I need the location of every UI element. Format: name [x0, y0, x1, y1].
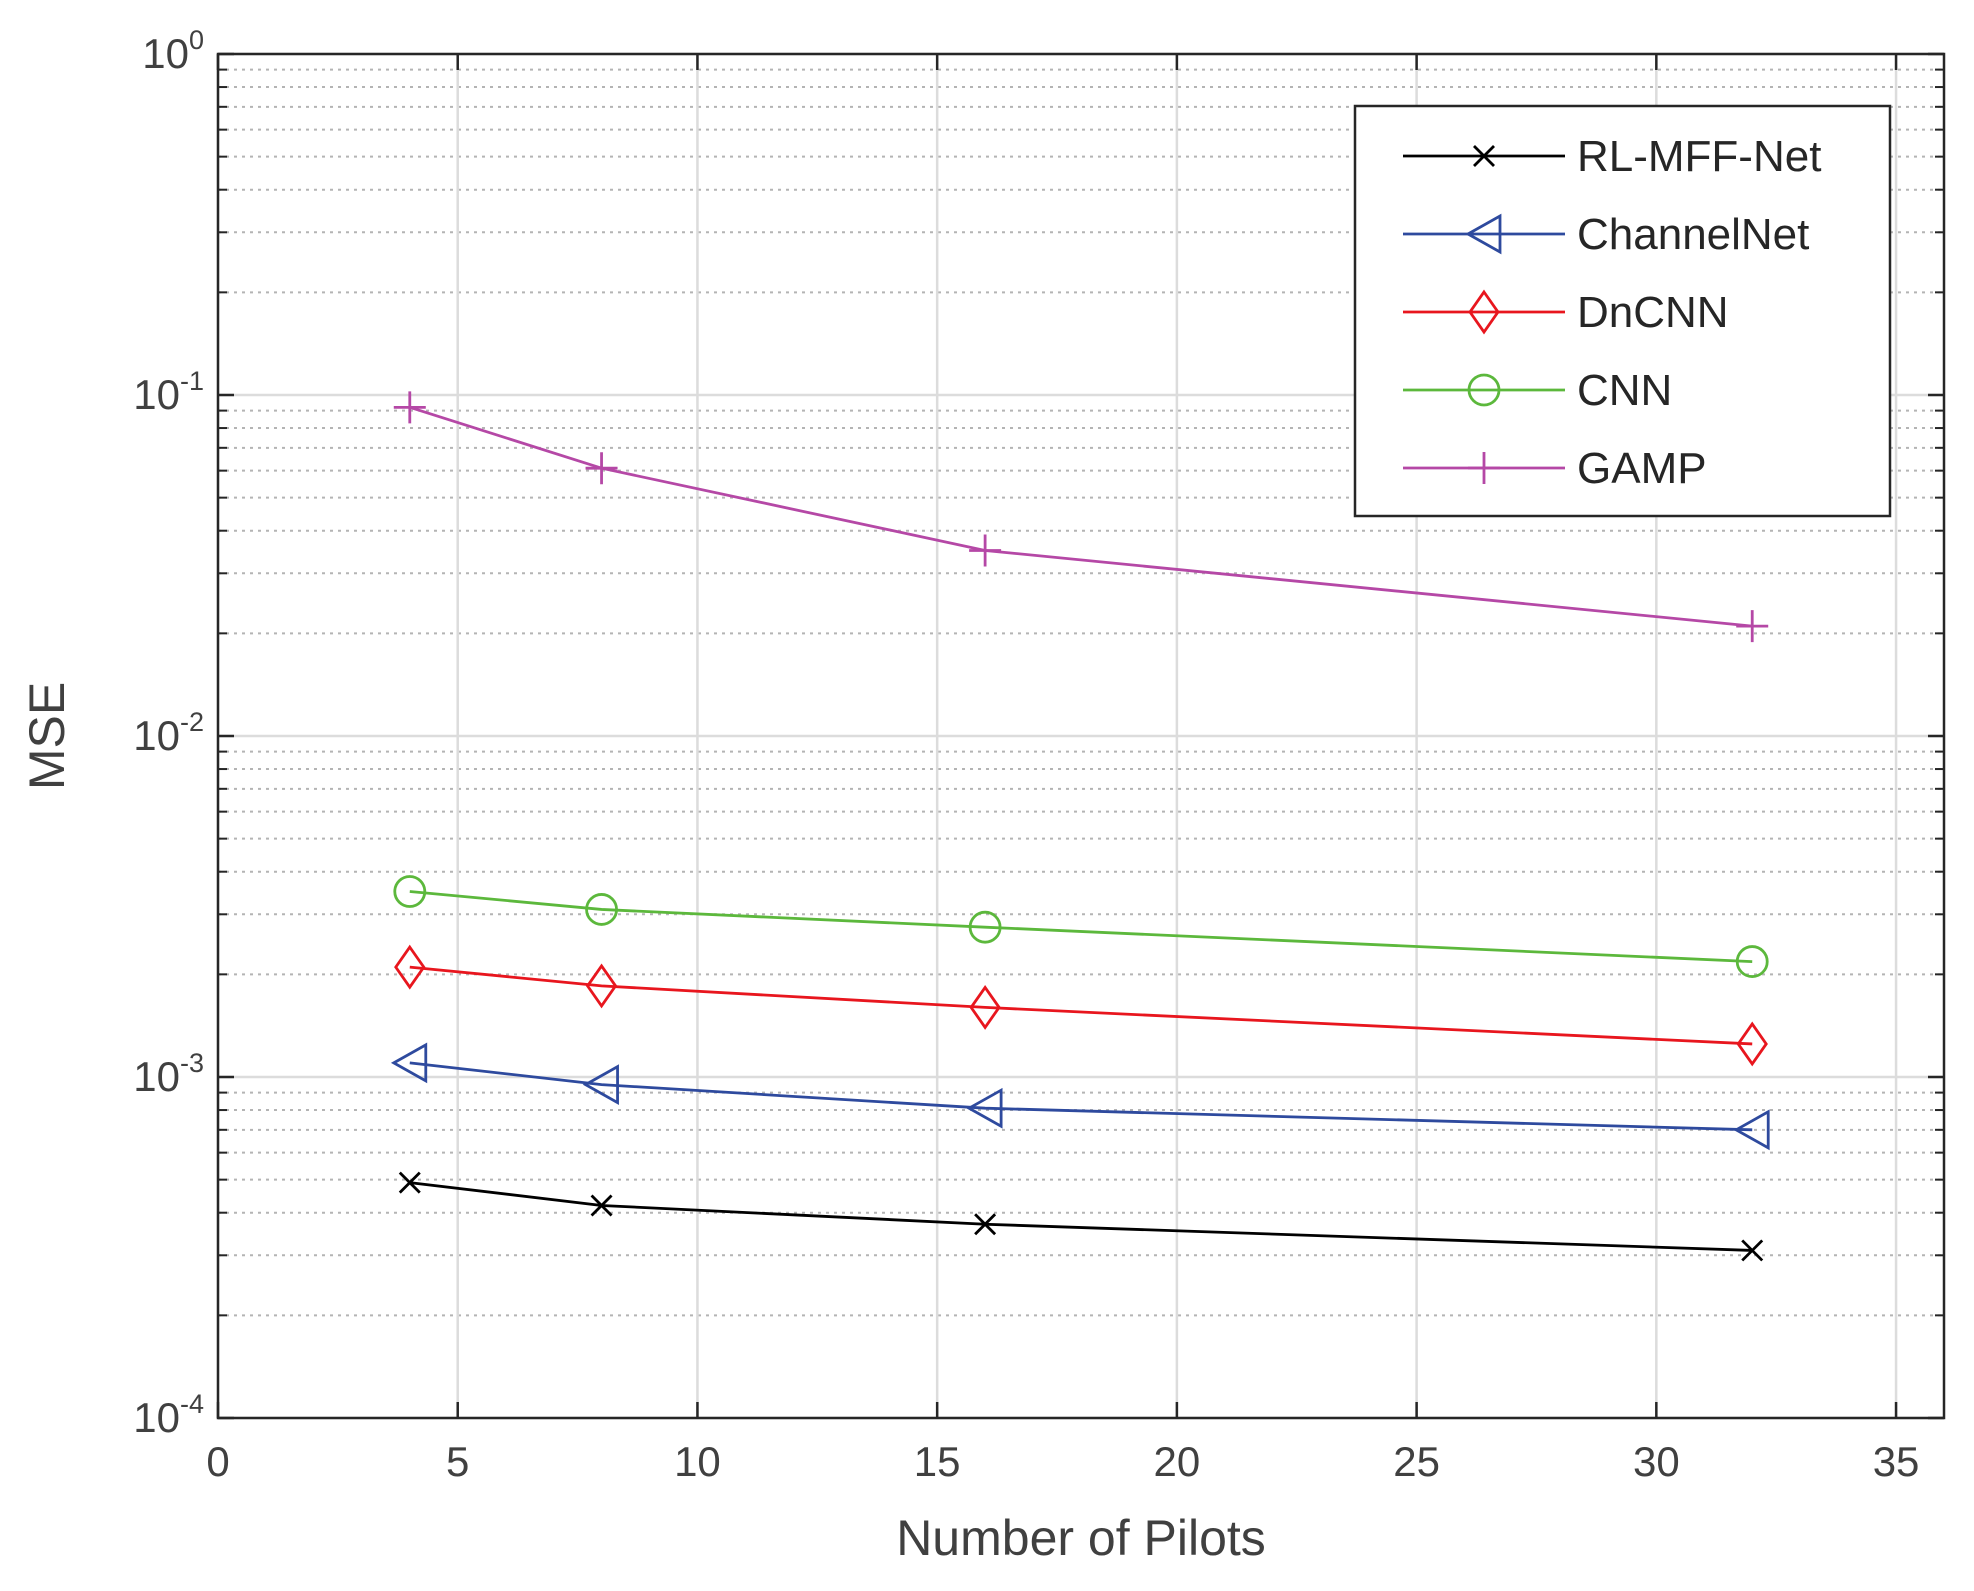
- y-tick-label: 10-2: [133, 707, 204, 759]
- legend-label: ChannelNet: [1577, 210, 1809, 259]
- data-point-gamp: [1736, 610, 1769, 643]
- y-tick-label: 10-3: [133, 1048, 204, 1100]
- x-tick-label: 0: [206, 1438, 229, 1485]
- data-point-dncnn: [585, 963, 618, 1009]
- x-axis-label: Number of Pilots: [896, 1510, 1266, 1566]
- x-tick-label: 30: [1633, 1438, 1680, 1485]
- legend: RL-MFF-Net ChannelNet DnCNN CNN GAMP: [1353, 104, 1892, 518]
- data-point-channelnet: [1733, 1109, 1770, 1151]
- data-point-rl-mff-net: [974, 1213, 997, 1236]
- axes: [216, 52, 1946, 1420]
- y-tick-label: 10-4: [133, 1389, 204, 1441]
- data-point-channelnet: [390, 1042, 428, 1084]
- data-point-rl-mff-net: [1741, 1239, 1764, 1262]
- legend-marker: [1468, 289, 1500, 335]
- data-point-cnn: [968, 910, 1002, 944]
- y-tick-label: 100: [142, 25, 204, 77]
- x-tick-label: 10: [674, 1438, 721, 1485]
- legend-label: RL-MFF-Net: [1577, 132, 1821, 181]
- data-point-cnn: [393, 875, 427, 908]
- legend-item-cnn: CNN: [1403, 366, 1672, 415]
- series-dncnn: [394, 944, 1768, 1067]
- series-cnn: [393, 875, 1769, 978]
- data-point-dncnn: [1736, 1021, 1768, 1067]
- data-point-channelnet: [966, 1087, 1003, 1129]
- series-line-channelnet: [409, 1061, 1753, 1132]
- legend-marker: [1467, 373, 1501, 407]
- axis-tick-labels: 0 5 10 15 20 25 30 35 10-4 10-3 10-2 10-1 100: [133, 25, 1919, 1485]
- series-line-rl-mff-net: [409, 1181, 1753, 1252]
- series-line-dncnn: [409, 965, 1753, 1046]
- legend-item-dncnn: DnCNN: [1403, 288, 1729, 337]
- series-rl-mff-net: [398, 1171, 1764, 1262]
- data-point-rl-mff-net: [590, 1194, 613, 1217]
- legend-item-gamp: GAMP: [1403, 444, 1707, 493]
- series-line-cnn: [409, 890, 1753, 963]
- legend-label: CNN: [1577, 366, 1672, 415]
- x-tick-label: 20: [1154, 1438, 1201, 1485]
- x-tick-label: 5: [446, 1438, 469, 1485]
- legend-label: GAMP: [1577, 444, 1707, 493]
- legend-label: DnCNN: [1577, 288, 1729, 337]
- data-point-channelnet: [582, 1064, 619, 1105]
- legend-marker: [1473, 145, 1495, 167]
- legend-marker: [1465, 213, 1502, 255]
- x-tick-label: 25: [1393, 1438, 1440, 1485]
- data-point-gamp: [969, 534, 1002, 567]
- y-axis-label: MSE: [19, 682, 75, 790]
- data-point-dncnn: [969, 984, 1001, 1030]
- y-tick-label: 10-1: [133, 366, 204, 418]
- data-point-gamp: [393, 391, 426, 424]
- legend-item-rl-mff-net: RL-MFF-Net: [1403, 132, 1821, 181]
- x-tick-label: 15: [914, 1438, 961, 1485]
- data-point-gamp: [585, 452, 618, 485]
- data-point-cnn: [585, 893, 618, 926]
- data-series: [390, 391, 1770, 1262]
- series-channelnet: [390, 1042, 1770, 1151]
- data-point-cnn: [1735, 945, 1769, 978]
- series-line-gamp: [409, 406, 1753, 628]
- data-point-dncnn: [394, 944, 426, 990]
- legend-marker: [1468, 452, 1500, 484]
- x-tick-label: 35: [1873, 1438, 1920, 1485]
- legend-item-channelnet: ChannelNet: [1403, 210, 1809, 259]
- series-gamp: [393, 391, 1769, 643]
- data-point-rl-mff-net: [398, 1171, 421, 1194]
